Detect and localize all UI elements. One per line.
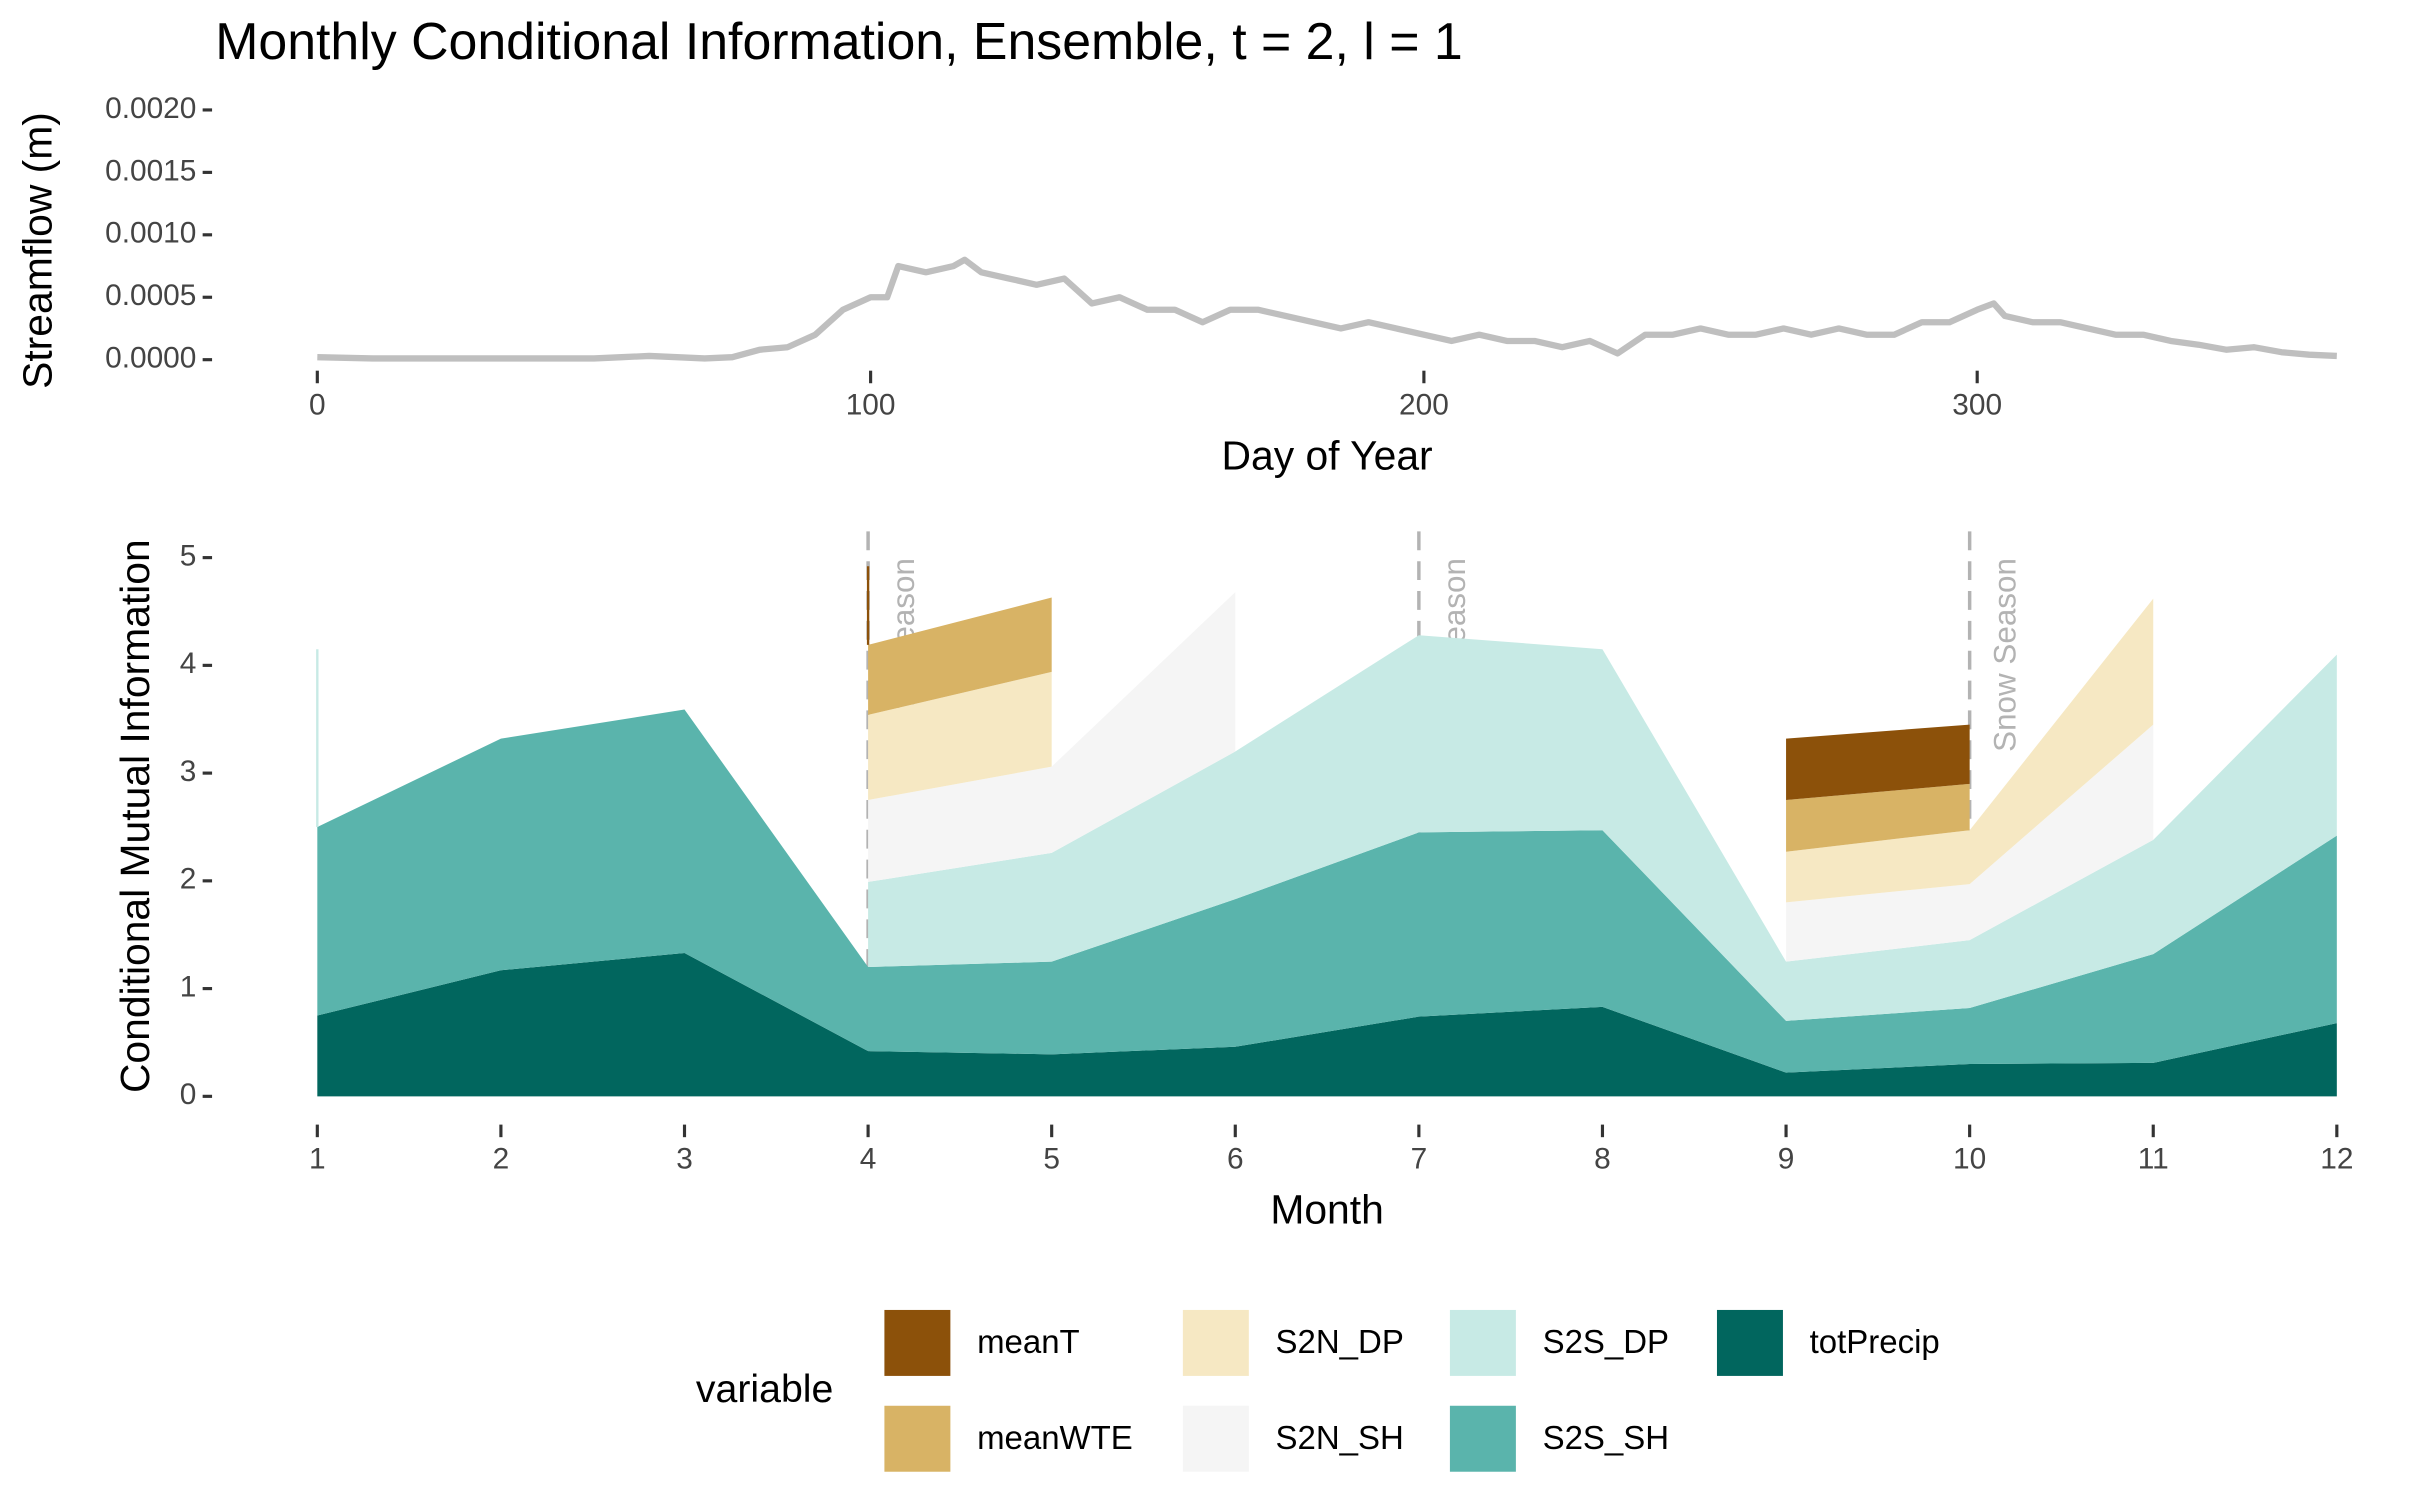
legend-key (1449, 1309, 1516, 1376)
legend-label: S2N_DP (1276, 1323, 1404, 1360)
area (1786, 783, 1970, 852)
x-tick-label: 0 (309, 389, 326, 422)
legend-label: totPrecip (1810, 1323, 1940, 1360)
x-tick-label: 7 (1411, 1143, 1428, 1176)
x-tick-label: 5 (1043, 1143, 1060, 1176)
x-tick-label: 9 (1778, 1143, 1795, 1176)
legend-key (1182, 1405, 1249, 1472)
area (868, 635, 2337, 1021)
x-tick-label: 6 (1227, 1143, 1244, 1176)
legend-label: S2S_DP (1543, 1323, 1669, 1360)
legend-key (884, 1309, 951, 1376)
area (868, 592, 1236, 882)
season-label: Snow Season (1988, 558, 2023, 752)
x-tick-label: 12 (2320, 1143, 2353, 1176)
x-tick-label: 4 (860, 1143, 877, 1176)
legend-key (1182, 1309, 1249, 1376)
area (317, 709, 2337, 1073)
area (1786, 724, 2154, 962)
area (868, 597, 1052, 715)
x-axis-title: Day of Year (1222, 432, 1433, 478)
y-tick-label: 5 (180, 539, 197, 572)
x-tick-label: 100 (846, 389, 896, 422)
x-tick-label: 10 (1953, 1143, 1986, 1176)
legend-title: variable (696, 1367, 833, 1411)
y-tick-label: 0.0020 (105, 92, 196, 125)
legend-key (884, 1405, 951, 1472)
x-tick-label: 300 (1952, 389, 2002, 422)
y-tick-label: 0.0015 (105, 154, 196, 187)
x-tick-label: 2 (493, 1143, 510, 1176)
legend-label: meanWTE (977, 1419, 1133, 1456)
area (1786, 598, 2154, 903)
area (868, 671, 1052, 801)
x-axis-title: Month (1270, 1186, 1383, 1232)
legend-label: meanT (977, 1323, 1080, 1360)
legend-key (1716, 1309, 1783, 1376)
legend-label: S2N_SH (1276, 1419, 1404, 1456)
y-tick-label: 2 (180, 863, 197, 896)
y-tick-label: 4 (180, 647, 197, 680)
y-tick-label: 0.0010 (105, 217, 196, 250)
x-tick-label: 3 (676, 1143, 693, 1176)
y-tick-label: 0 (180, 1078, 197, 1111)
x-tick-label: 11 (2138, 1143, 2169, 1176)
y-tick-label: 0.0000 (105, 342, 196, 375)
x-tick-label: 200 (1399, 389, 1449, 422)
area (1786, 724, 1970, 801)
legend-key (1449, 1405, 1516, 1472)
y-tick-label: 1 (180, 970, 197, 1003)
y-axis-title: Conditional Mutual Information (112, 539, 158, 1093)
x-tick-label: 1 (309, 1143, 326, 1176)
y-axis-title: Streamflow (m) (15, 112, 61, 389)
chart-title: Monthly Conditional Information, Ensembl… (215, 12, 1462, 70)
y-tick-label: 0.0005 (105, 279, 196, 312)
x-tick-label: 8 (1594, 1143, 1611, 1176)
legend-label: S2S_SH (1543, 1419, 1669, 1456)
streamflow-line (317, 256, 2337, 362)
y-tick-label: 3 (180, 755, 197, 788)
area (317, 953, 2337, 1097)
